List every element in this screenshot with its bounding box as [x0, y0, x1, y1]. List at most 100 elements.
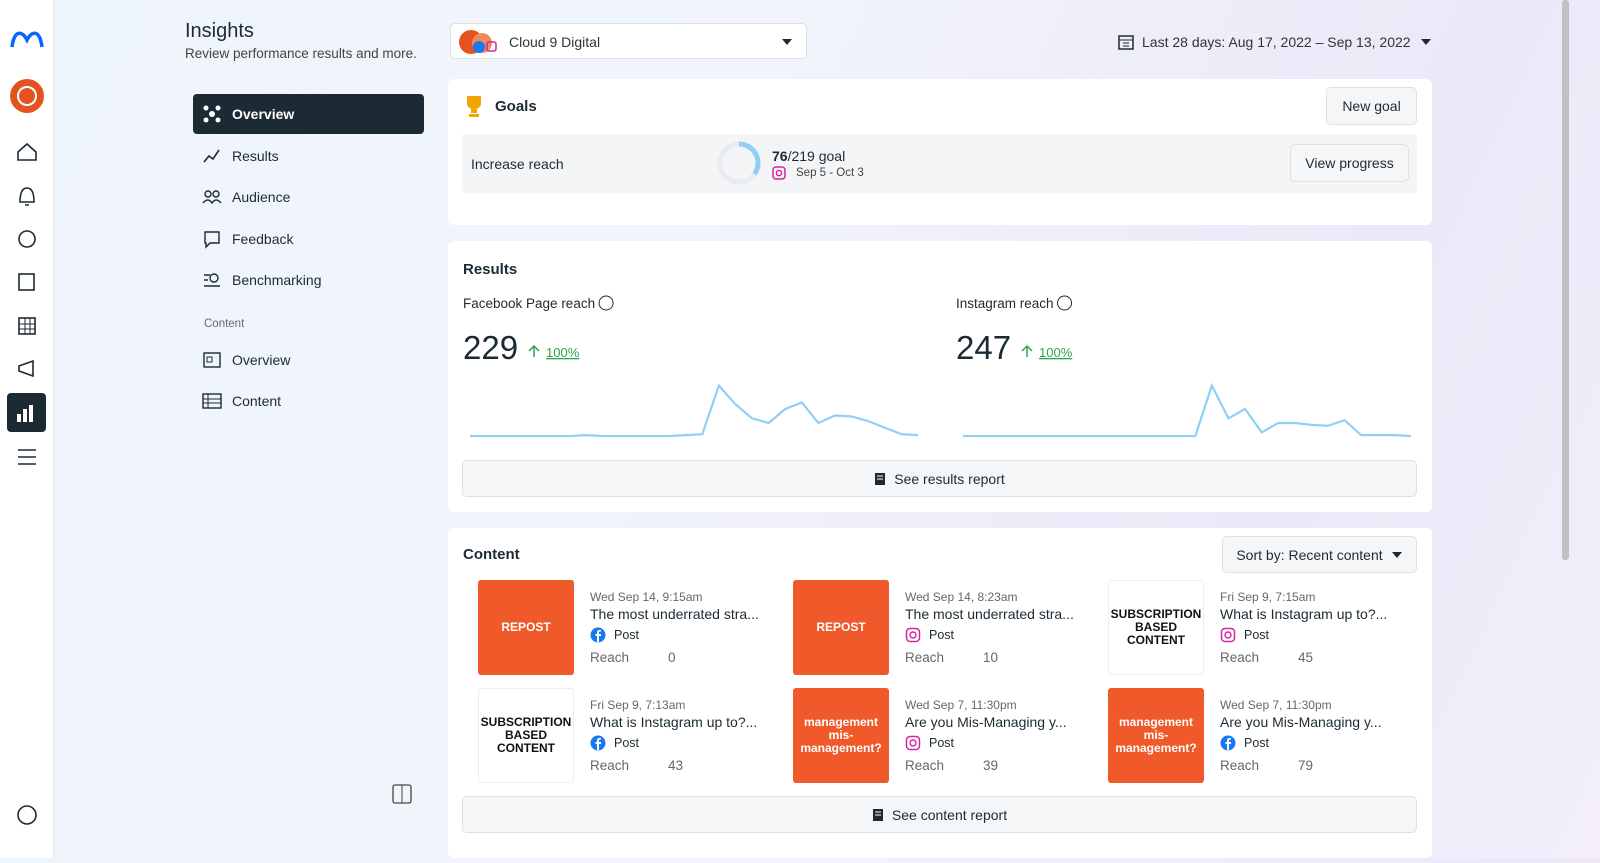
thumbnail-text: mis-	[1143, 728, 1169, 742]
page-subtitle: Review performance results and more.	[185, 46, 417, 61]
post-card[interactable]: management mis-management? Wed Sep 7, 11:3…	[1108, 688, 1408, 784]
sort-label: Sort by: Recent content	[1236, 546, 1383, 563]
goals-card: Goals New goal Increase reach 76/219 goa…	[448, 79, 1432, 225]
thumbnail-text: SUBSCRIPTION	[1110, 607, 1202, 621]
post-title: The most underrated stra...	[905, 606, 1074, 622]
sparkline	[470, 383, 919, 438]
button-label: New goal	[1342, 98, 1401, 114]
goal-dates: Sep 5 - Oct 3	[796, 167, 864, 179]
date-range-picker[interactable]: Last 28 days: Aug 17, 2022 – Sep 13, 202…	[1118, 31, 1433, 53]
goal-progress	[717, 141, 761, 185]
post-type: Post	[1244, 736, 1270, 750]
account-selector[interactable]: Cloud 9 Digital	[450, 23, 807, 59]
nav-label: Overview	[232, 352, 291, 368]
post-date: Wed Sep 7, 11:30pm	[1220, 698, 1332, 712]
thumbnail-text: SUBSCRIPTION	[480, 715, 572, 729]
nav-label: Results	[232, 148, 279, 164]
metric-name: Reach	[590, 650, 630, 665]
metric-name: Reach	[1220, 650, 1260, 665]
nav-item-active[interactable]: Overview	[193, 94, 424, 134]
goal-ring	[717, 141, 761, 185]
thumbnail-text: REPOST	[501, 620, 551, 634]
thumbnail-text: CONTENT	[1127, 633, 1185, 647]
post-date: Wed Sep 14, 9:15am	[590, 590, 703, 604]
nav-item[interactable]: Feedback	[193, 219, 424, 259]
account-avatar	[459, 30, 497, 54]
thumbnail-text: management	[803, 715, 879, 729]
post-title: Are you Mis-Managing y...	[1220, 714, 1382, 730]
thumbnail-text: BASED	[504, 728, 547, 742]
thumbnail-text: management?	[800, 741, 882, 755]
post-title: What is Instagram up to?...	[1220, 606, 1388, 622]
nav-label: Audience	[232, 189, 291, 205]
post-type: Post	[614, 736, 640, 750]
metric-change: 100%	[1039, 345, 1073, 360]
see-content-report[interactable]: See content report	[462, 796, 1417, 833]
metric-name: Reach	[905, 758, 945, 773]
goal-name: Increase reach	[471, 156, 564, 172]
trophy-icon	[467, 96, 481, 117]
nav-item[interactable]: Content	[193, 381, 424, 421]
nav-item[interactable]: Overview	[193, 340, 424, 380]
nav-item[interactable]: Audience	[193, 177, 424, 217]
thumbnail-text: management	[1118, 715, 1194, 729]
post-thumbnail: REPOST	[793, 580, 889, 675]
scrollbar[interactable]	[1562, 0, 1569, 560]
nav-item[interactable]: Results	[193, 136, 424, 176]
post-thumbnail: management mis-management?	[1108, 688, 1204, 783]
post-thumbnail: management mis-management?	[793, 688, 889, 783]
up-arrow	[1021, 344, 1033, 357]
post-type: Post	[614, 628, 640, 642]
icon-rail	[0, 0, 54, 858]
goal-row: Increase reach 76/219 goal Sep 5 - Oct 3…	[462, 134, 1417, 193]
post-card[interactable]: SUBSCRIPTION BASED CONTENT Fri Sep 9, 7:15a…	[1108, 580, 1408, 676]
metric-name: Reach	[1220, 758, 1260, 773]
button-label: See content report	[891, 806, 1008, 823]
see-results-report[interactable]: See results report	[462, 460, 1417, 497]
sort-dropdown[interactable]: Sort by: Recent content	[1222, 536, 1417, 573]
button-label: View progress	[1305, 155, 1394, 171]
nav-section: Content	[204, 318, 245, 330]
platform-icon	[590, 735, 606, 751]
thumbnail-text: REPOST	[816, 620, 866, 634]
platform-icon	[905, 735, 921, 751]
post-card[interactable]: REPOST Wed Sep 14, 9:15am The most underra…	[478, 580, 778, 676]
dropdown-caret	[1391, 551, 1402, 558]
facebook-f	[595, 738, 601, 750]
results-card: Results Facebook Page reach 229 100% Instag…	[448, 241, 1432, 512]
metric-value: 229	[463, 329, 518, 366]
nav-icon	[203, 352, 221, 368]
up-arrow	[528, 344, 540, 357]
metric-value: 39	[983, 758, 999, 773]
info-icon	[1057, 295, 1073, 311]
collapse-toggle[interactable]	[392, 784, 412, 804]
nav-item[interactable]: Benchmarking	[193, 260, 424, 300]
thumbnail-text: BASED	[1134, 620, 1177, 634]
new-goal-button[interactable]: New goal	[1326, 87, 1417, 125]
nav-icon	[203, 149, 220, 163]
sparkline	[963, 382, 1412, 438]
metric-value: 43	[668, 758, 684, 773]
post-thumbnail: REPOST	[478, 580, 574, 675]
post-type: Post	[929, 736, 955, 750]
view-progress-button[interactable]: View progress	[1290, 144, 1409, 182]
metric-name: Reach	[590, 758, 630, 773]
platform-icon	[590, 627, 606, 643]
goals-title: Goals	[495, 98, 537, 115]
post-card[interactable]: management mis-management? Wed Sep 7, 11:3…	[793, 688, 1093, 784]
button-label: See results report	[894, 470, 1005, 487]
page-title: Insights	[185, 20, 254, 42]
nav-icon	[203, 105, 221, 123]
nav-label: Feedback	[232, 231, 294, 247]
account-name: Cloud 9 Digital	[509, 34, 601, 50]
goal-progress-label: 76/219 goal	[772, 148, 845, 164]
instagram-lens	[1224, 631, 1232, 639]
post-title: The most underrated stra...	[590, 606, 759, 622]
post-card[interactable]: REPOST Wed Sep 14, 8:23am The most underra…	[793, 580, 1093, 676]
instagram-logo	[1220, 627, 1236, 643]
nav-label: Overview	[232, 106, 295, 122]
nav-icon	[204, 273, 220, 287]
post-card[interactable]: SUBSCRIPTION BASED CONTENT Fri Sep 9, 7:13a…	[478, 688, 778, 784]
